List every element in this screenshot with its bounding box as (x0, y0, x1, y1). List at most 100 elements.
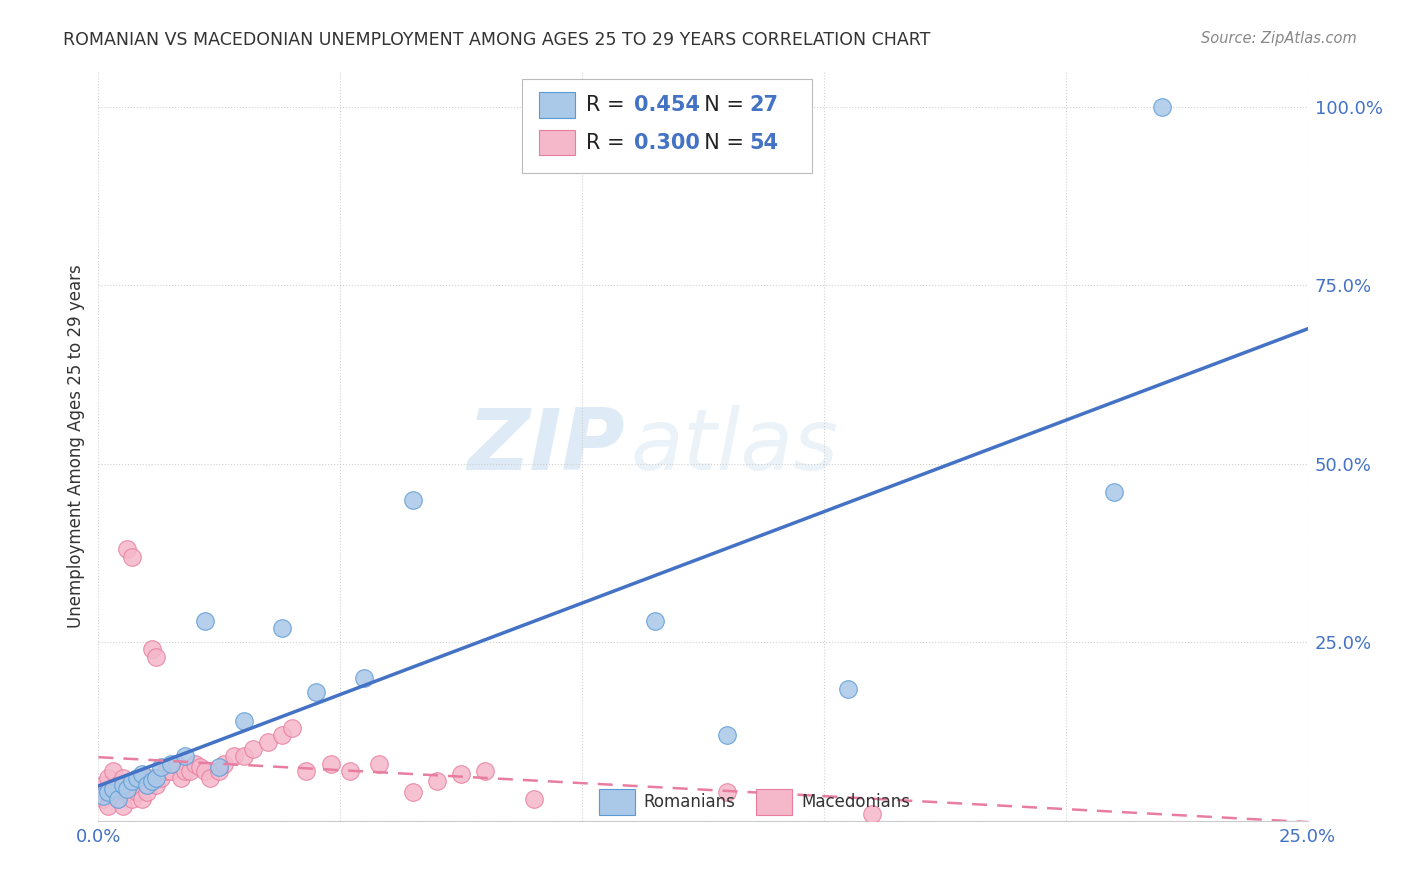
Point (644, 614, 666, 628)
Point (111, 799, 134, 814)
Point (222, 749, 245, 764)
Point (97, 771, 120, 785)
Text: atlas: atlas (630, 404, 838, 488)
Point (117, 542, 139, 557)
Text: ZIP: ZIP (467, 404, 624, 488)
Point (1152, 100, 1174, 114)
Point (107, 778, 129, 792)
Point (208, 760, 231, 774)
Y-axis label: Unemployment Among Ages 25 to 29 years: Unemployment Among Ages 25 to 29 years (66, 264, 84, 628)
Point (107, 792, 129, 806)
Text: R =: R = (586, 95, 631, 115)
Point (716, 785, 738, 799)
Point (860, 806, 883, 821)
Text: 27: 27 (749, 95, 778, 115)
Point (131, 767, 153, 781)
Point (305, 685, 328, 699)
Point (271, 728, 294, 742)
Point (281, 721, 304, 735)
Point (135, 785, 157, 799)
Point (160, 756, 183, 771)
Point (474, 764, 496, 778)
Text: ROMANIAN VS MACEDONIAN UNEMPLOYMENT AMONG AGES 25 TO 29 YEARS CORRELATION CHART: ROMANIAN VS MACEDONIAN UNEMPLOYMENT AMON… (63, 31, 931, 49)
Point (91, 778, 114, 792)
Point (101, 785, 124, 799)
Point (339, 764, 361, 778)
Point (256, 735, 278, 749)
Point (271, 621, 294, 635)
Point (141, 771, 163, 785)
Point (160, 764, 183, 778)
Point (402, 492, 425, 507)
Point (165, 756, 187, 771)
Point (97, 799, 120, 814)
Text: Macedonians: Macedonians (801, 793, 910, 811)
Point (716, 728, 738, 742)
Point (127, 778, 149, 792)
Point (174, 764, 197, 778)
Point (184, 756, 207, 771)
Point (117, 785, 139, 799)
Point (141, 642, 163, 657)
Point (353, 671, 375, 685)
Point (131, 771, 153, 785)
Point (107, 792, 129, 806)
Point (194, 614, 217, 628)
Point (174, 749, 197, 764)
Point (145, 771, 167, 785)
Point (450, 767, 472, 781)
Point (111, 771, 134, 785)
FancyBboxPatch shape (599, 789, 636, 814)
Point (155, 764, 177, 778)
Point (141, 774, 163, 789)
Point (319, 756, 342, 771)
Point (97, 785, 120, 799)
Point (837, 681, 859, 696)
Text: 0.454: 0.454 (634, 95, 700, 115)
FancyBboxPatch shape (538, 93, 575, 118)
Point (121, 774, 143, 789)
Point (295, 764, 318, 778)
Point (135, 778, 157, 792)
Point (179, 764, 201, 778)
Text: 54: 54 (749, 133, 778, 153)
Point (232, 714, 254, 728)
Point (117, 781, 139, 796)
Point (91, 792, 114, 806)
Point (127, 785, 149, 799)
Point (127, 771, 149, 785)
Point (232, 749, 254, 764)
Point (101, 764, 124, 778)
FancyBboxPatch shape (522, 78, 811, 172)
Point (135, 778, 157, 792)
Text: N =: N = (690, 133, 751, 153)
Point (198, 771, 221, 785)
Point (91, 789, 114, 803)
Point (368, 756, 391, 771)
Point (111, 778, 134, 792)
Text: N =: N = (690, 95, 751, 115)
FancyBboxPatch shape (538, 130, 575, 155)
Point (131, 792, 153, 806)
Point (402, 785, 425, 799)
Point (194, 764, 217, 778)
Point (1102, 485, 1125, 500)
FancyBboxPatch shape (756, 789, 793, 814)
Point (426, 774, 449, 789)
Point (121, 792, 143, 806)
Point (169, 771, 191, 785)
Point (101, 781, 124, 796)
Text: Romanians: Romanians (644, 793, 735, 811)
Point (242, 742, 264, 756)
Point (145, 778, 167, 792)
Point (212, 756, 235, 771)
Point (188, 760, 211, 774)
Text: R =: R = (586, 133, 631, 153)
Point (150, 771, 173, 785)
Text: 0.300: 0.300 (634, 133, 700, 153)
Point (523, 792, 546, 806)
Point (145, 649, 167, 664)
Point (208, 764, 231, 778)
Point (150, 760, 173, 774)
Text: Source: ZipAtlas.com: Source: ZipAtlas.com (1201, 31, 1357, 46)
